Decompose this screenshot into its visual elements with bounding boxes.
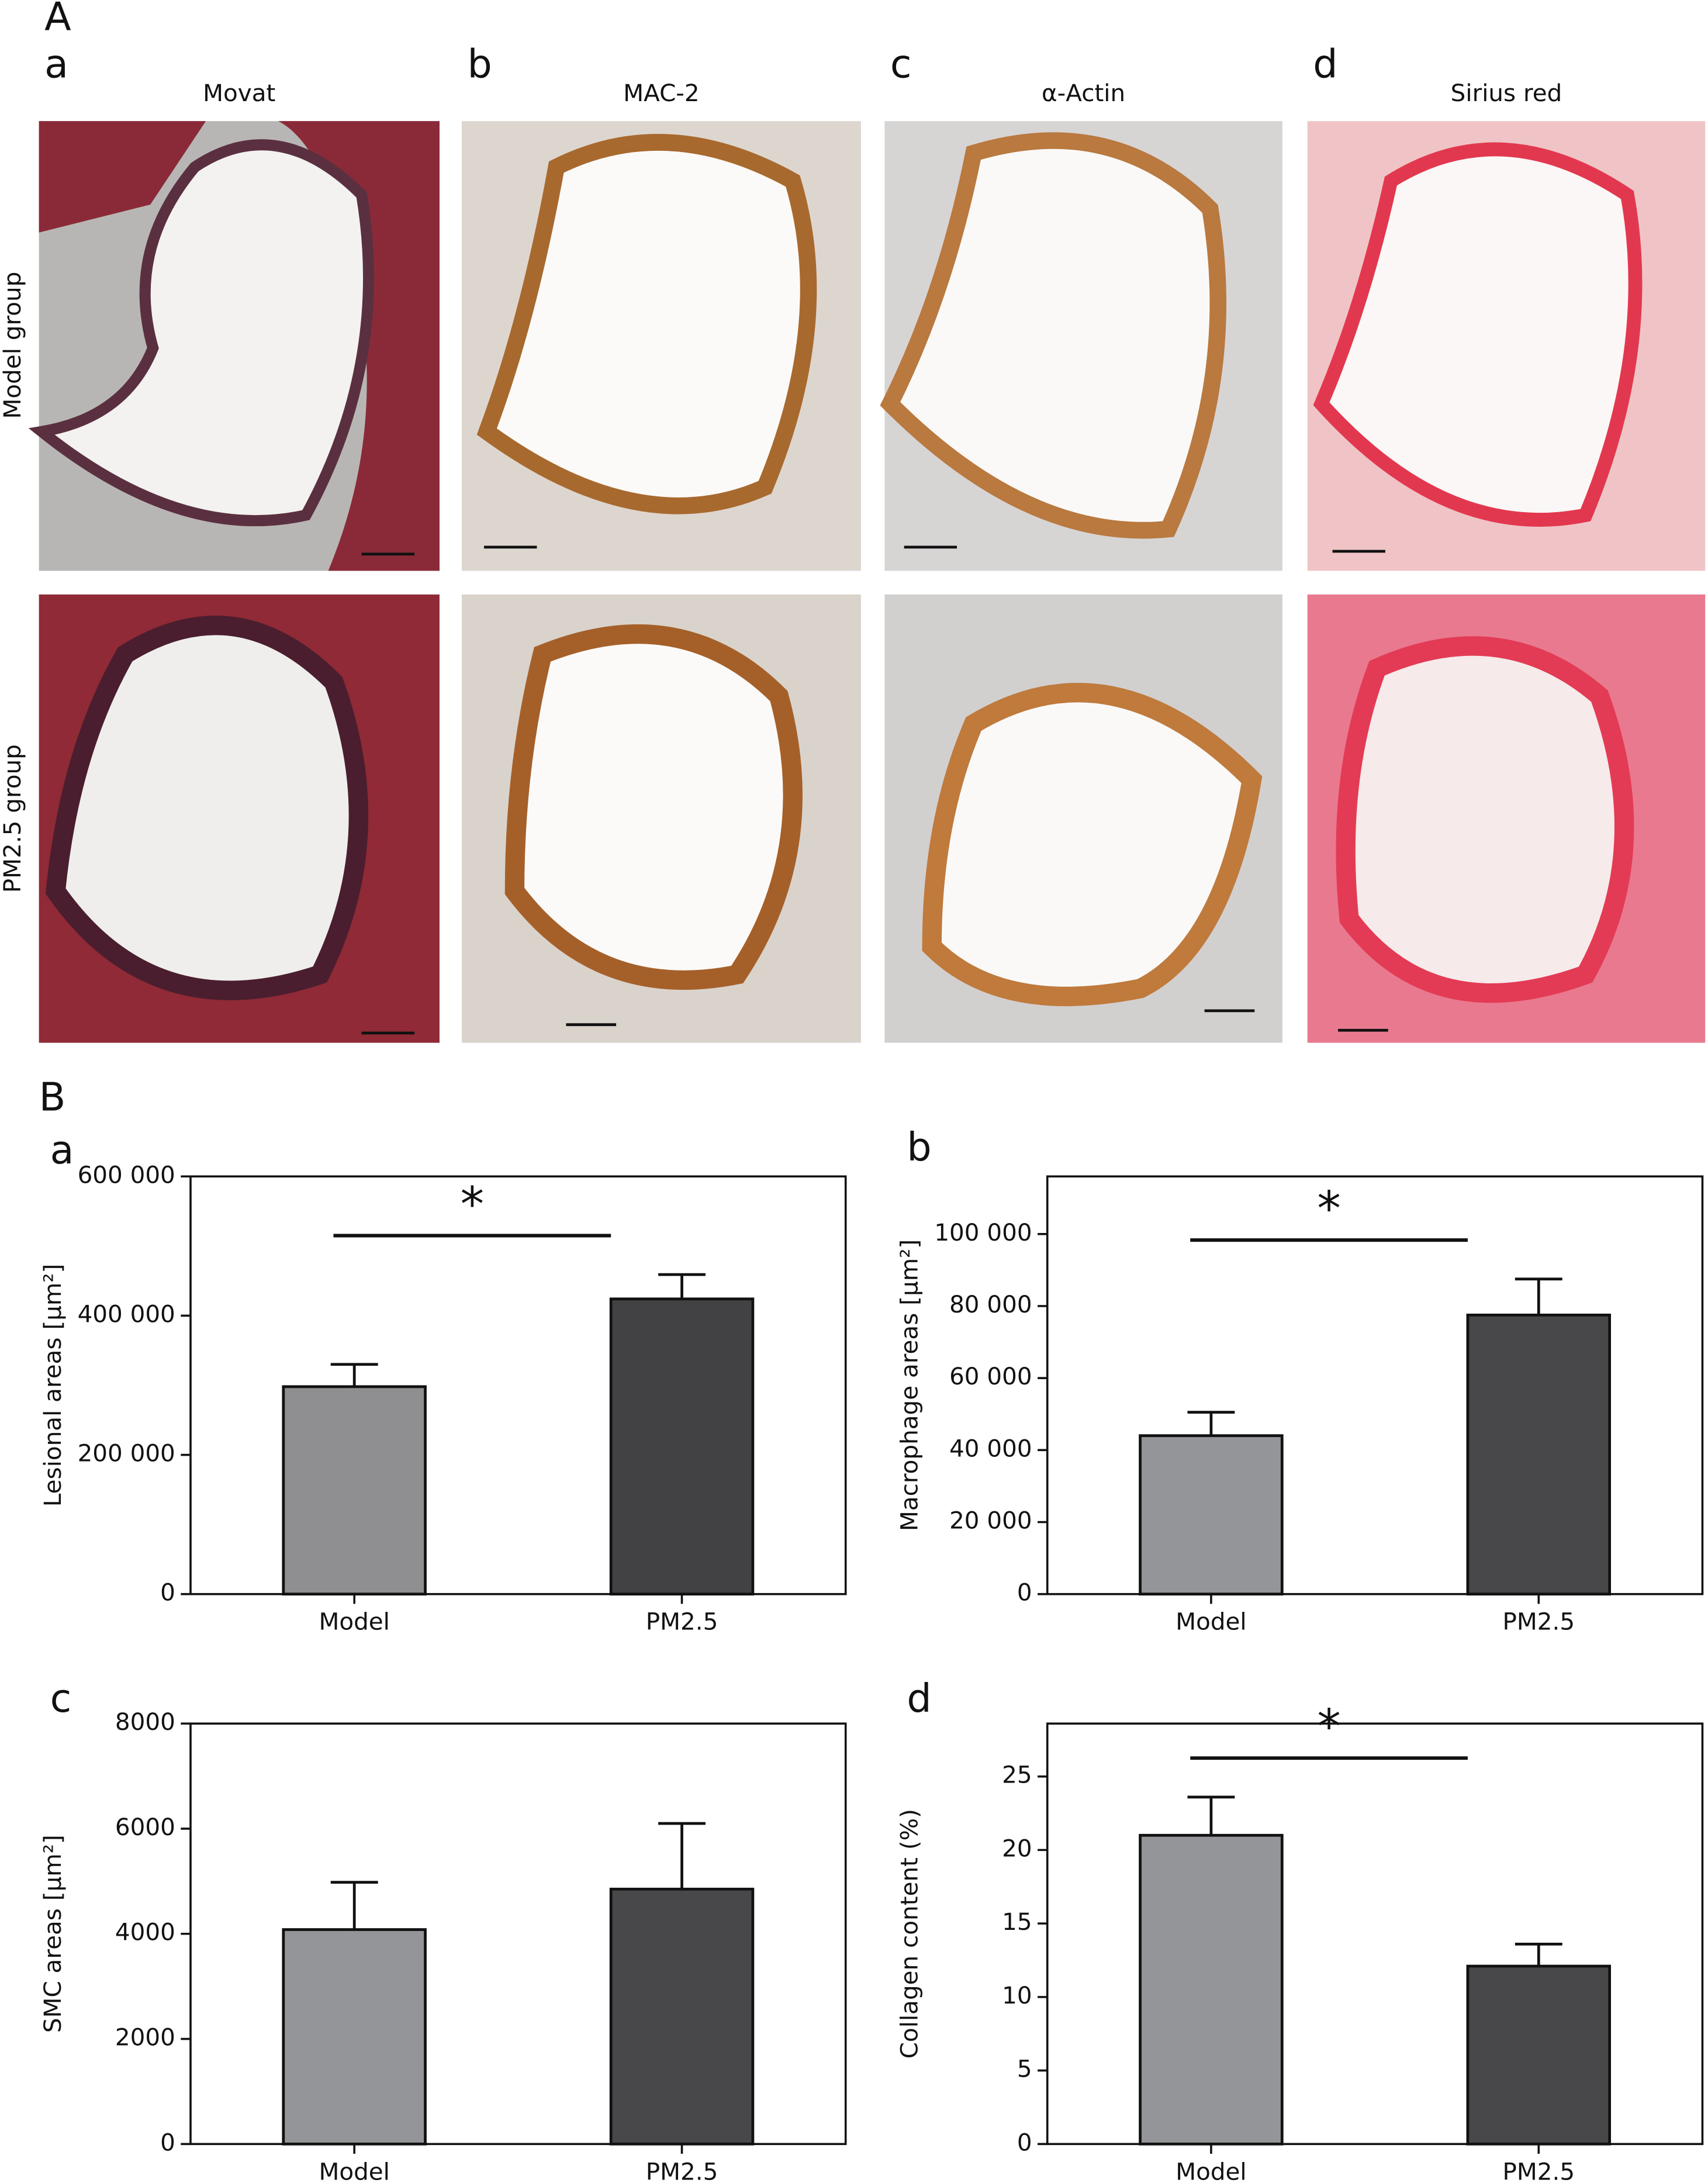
error-bar	[1515, 1942, 1562, 1967]
y-tick-label: 6000	[115, 1813, 175, 1841]
column-letter: b	[468, 41, 492, 87]
panel-label: d	[907, 1676, 931, 1721]
significance-mark: *	[1317, 1700, 1340, 1755]
error-bar	[658, 1822, 706, 1890]
y-tick-label: 80 000	[949, 1290, 1032, 1318]
x-tick-label: PM2.5	[1503, 2157, 1575, 2183]
x-tick-label: Model	[1175, 2157, 1246, 2183]
error-bar	[330, 1881, 378, 1930]
plot-frame	[189, 1175, 847, 1595]
y-tick-label: 15	[1002, 1908, 1032, 1936]
y-tick-label: 600 000	[78, 1160, 175, 1189]
lumen	[28, 139, 375, 527]
scale-bars	[361, 545, 1388, 1035]
y-tick-label: 5	[1017, 2055, 1032, 2083]
column-title: Sirius red	[1451, 79, 1562, 107]
y-tick-label: 40 000	[949, 1434, 1032, 1462]
x-tick-label: PM2.5	[646, 1608, 718, 1636]
x-tick-label: Model	[319, 2157, 389, 2183]
section-label: B	[39, 1074, 66, 1120]
error-bar	[1187, 1411, 1235, 1436]
section-label: A	[44, 0, 71, 39]
x-tick-label: PM2.5	[646, 2157, 718, 2183]
x-tick-label: Model	[319, 1608, 389, 1636]
row-label: Model group	[0, 272, 26, 419]
error-bar	[658, 1273, 706, 1299]
bar	[1139, 1434, 1284, 1596]
plot-frame	[1046, 1722, 1704, 2146]
column-letter: d	[1313, 41, 1337, 87]
y-tick-label: 0	[160, 1578, 175, 1607]
y-tick-label: 0	[1017, 1578, 1032, 1607]
bar	[1466, 1313, 1612, 1596]
panel-label: b	[907, 1124, 931, 1170]
lumen	[504, 624, 803, 990]
y-axis-label: SMC areas [µm²]	[39, 1835, 67, 2033]
lumen	[45, 616, 368, 1000]
y-tick-label: 0	[160, 2128, 175, 2156]
panel-label: c	[50, 1676, 72, 1721]
bar	[609, 1297, 755, 1596]
y-tick-label: 10	[1002, 1981, 1032, 2009]
y-tick-label: 20 000	[949, 1506, 1032, 1534]
bar	[282, 1385, 427, 1596]
y-tick-label: 8000	[115, 1708, 175, 1736]
significance-mark: *	[1317, 1182, 1340, 1236]
chart: b Macrophage areas [µm²] 0 20 000 40 000 60 0…	[896, 1124, 1704, 1636]
plot-frame	[1046, 1175, 1704, 1595]
y-axis-label: Macrophage areas [µm²]	[896, 1239, 924, 1531]
column-title: Movat	[203, 79, 275, 107]
tissue	[39, 121, 440, 571]
x-tick-label: Model	[1175, 1608, 1246, 1636]
error-bar	[1187, 1795, 1235, 1836]
lumen	[1313, 142, 1643, 527]
y-tick-label: 100 000	[934, 1218, 1032, 1246]
error-bar	[1515, 1277, 1562, 1315]
y-tick-label: 200 000	[78, 1439, 175, 1467]
lumen	[922, 683, 1263, 1007]
column-letter: a	[44, 41, 68, 87]
bar	[1466, 1964, 1612, 2146]
column-letter: c	[890, 41, 912, 87]
y-tick-label: 2000	[115, 2023, 175, 2051]
column-title: α-Actin	[1042, 79, 1125, 107]
chart: c SMC areas [µm²] 0 2000 4000 6000 8000 Model PM…	[39, 1676, 847, 2183]
chart: a Lesional areas [µm²] 0 200 000 400 000 600 …	[39, 1127, 847, 1636]
bar	[282, 1928, 427, 2146]
column-title: MAC-2	[623, 79, 699, 107]
y-axis-label: Collagen content (%)	[896, 1809, 924, 2058]
y-tick-label: 20	[1002, 1834, 1032, 1862]
lumen	[476, 134, 817, 514]
lumen	[1336, 636, 1634, 1003]
y-tick-label: 400 000	[78, 1300, 175, 1328]
chart: d Collagen content (%) 0 5 10 15 20 25 Model PM2.…	[896, 1676, 1704, 2183]
bar	[1139, 1833, 1284, 2146]
lumen	[880, 132, 1227, 539]
significance-mark: *	[461, 1177, 484, 1232]
row-label: PM2.5 group	[0, 744, 26, 893]
y-tick-label: 60 000	[949, 1362, 1032, 1390]
y-tick-label: 0	[1017, 2128, 1032, 2156]
micrographs	[28, 121, 1706, 1043]
y-tick-label: 4000	[115, 1918, 175, 1946]
x-tick-label: PM2.5	[1503, 1608, 1575, 1636]
error-bar	[330, 1363, 378, 1387]
bar	[609, 1887, 755, 2146]
y-axis-label: Lesional areas [µm²]	[39, 1264, 67, 1507]
panel-label: a	[50, 1127, 74, 1173]
y-tick-label: 25	[1002, 1761, 1032, 1789]
